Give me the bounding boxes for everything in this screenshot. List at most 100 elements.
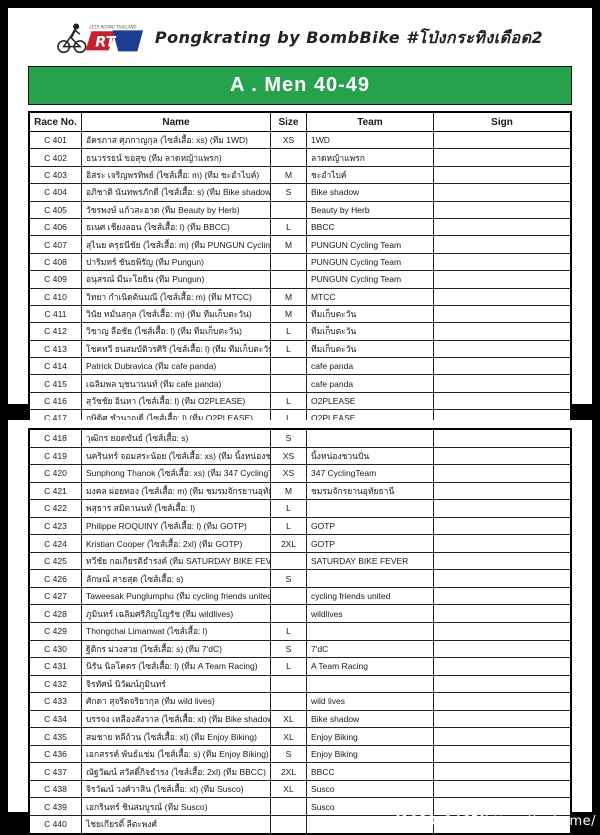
size-cell: S — [271, 430, 307, 447]
document-header: LETS RIDING THAILAND RT Pongkrating by B… — [8, 8, 592, 64]
rider-name-cell: Kristian Cooper (ไซส์เสื้อ: 2xl) (ทีม GO… — [82, 535, 271, 552]
sign-cell — [434, 341, 570, 357]
team-cell: Beauty by Herb — [307, 201, 434, 218]
team-cell: PUNGUN Cycling Team — [307, 271, 434, 288]
race-no-cell: C 437 — [30, 763, 82, 780]
rider-name-cell: มงคล ผ่อยทอง (ไซส์เสื้อ: m) (ทีม ชมรมจัก… — [82, 482, 271, 500]
rider-name-cell: บรรจง เหลืองสังวาล (ไซส์เสื้อ: xl) (ทีม … — [82, 710, 271, 728]
team-cell: Bike shadow — [307, 710, 434, 728]
sign-cell — [434, 149, 570, 165]
table-row: C 426 ลักษณ์ สายสุด (ไซส์เสื้อ: s) S — [30, 570, 570, 588]
size-cell — [271, 552, 307, 570]
race-no-cell: C 424 — [30, 535, 82, 552]
race-no-cell: C 440 — [30, 816, 82, 833]
rider-name-cell: ศักดา สุจริตจริยากุล (ทีม wild lives) — [82, 693, 271, 710]
rider-name-cell: ภูมินทร์ เฉลิมศรีภิญโญรัช (ทีม wildlives… — [82, 605, 271, 623]
race-no-cell: C 434 — [30, 710, 82, 728]
team-cell — [307, 430, 434, 447]
table-row: C 419 นครินทร์ จอมสระน้อย (ไซส์เสื้อ: xs… — [30, 447, 570, 466]
race-no-cell: C 407 — [30, 236, 82, 253]
race-no-cell: C 410 — [30, 288, 82, 305]
size-cell: M — [271, 482, 307, 500]
rider-name-cell: วิชาญ ลือชัย (ไซส์เสื้อ: l) (ทีม ทีมเก็บ… — [82, 323, 271, 340]
sign-cell — [434, 202, 570, 218]
sign-cell — [434, 271, 570, 287]
sign-cell — [434, 605, 570, 622]
team-cell: wild lives — [307, 693, 434, 710]
category-title: A . Men 40-49 — [229, 74, 371, 96]
race-no-cell: C 430 — [30, 640, 82, 658]
team-cell: ทีมเก็บตะวัน — [307, 340, 434, 358]
rider-name-cell: นิรัน นิลโคตร (ไซส์เสื้อ: l) (ทีม A Team… — [82, 658, 271, 675]
table-row: C 440 ไชยเกียรติ์ ลีตะพงศ์ — [30, 816, 570, 833]
table-row: C 410 วิทยา กำเนิดต้นมณี (ไซส์เสื้อ: m) … — [30, 288, 570, 306]
table-row: C 425 ทวีชัย กอเกียรติธำรงค์ (ทีม SATURD… — [30, 552, 570, 571]
size-cell: L — [271, 658, 307, 675]
size-cell — [271, 816, 307, 833]
rider-name-cell: จิรวัฒน์ วงศ์วาสิน (ไซส์เสื้อ: xl) (ทีม … — [82, 780, 271, 798]
team-cell: 1WD — [307, 132, 434, 149]
table-row: C 422 พสุธาร สมิตานนท์ (ไซส์เสื้อ: l) L — [30, 500, 570, 518]
team-cell: cafe panda — [307, 375, 434, 392]
rider-name-cell: Patrick Dubravica (ทีม cafe panda) — [82, 358, 271, 375]
sign-cell — [434, 184, 570, 200]
table-row: C 427 Taweesak Punglumphu (ทีม cycling f… — [30, 587, 570, 606]
size-cell: 2XL — [271, 763, 307, 780]
size-cell: S — [271, 570, 307, 587]
svg-text:RT: RT — [95, 35, 116, 51]
size-cell: XL — [271, 710, 307, 728]
team-cell: BBCC — [307, 763, 434, 780]
team-cell: cafe panda — [307, 358, 434, 375]
team-cell — [307, 675, 434, 693]
rider-name-cell: สมชาย หลีถ้วน (ไซส์เสื้อ: xl) (ทีม Enjoy… — [82, 728, 271, 745]
sign-cell — [434, 430, 570, 447]
size-cell: XL — [271, 728, 307, 745]
size-cell: L — [271, 218, 307, 236]
cyclist-club-logo-icon: LETS RIDING THAILAND RT — [57, 23, 143, 54]
team-cell: นิ้งหน่องชวนปั่น — [307, 447, 434, 465]
table-row: C 420 Sunphong Thanok (ไซส์เสื้อ: xs) (ท… — [30, 465, 570, 483]
race-no-cell: C 417 — [30, 410, 82, 427]
team-cell: Enjoy Biking — [307, 745, 434, 763]
team-cell: O2PLEASE — [307, 410, 434, 427]
table-row: C 421 มงคล ผ่อยทอง (ไซส์เสื้อ: m) (ทีม ช… — [30, 482, 570, 501]
sign-cell — [434, 658, 570, 675]
table-row: C 439 เอกรินทร์ ชินสมบูรณ์ (ทีม Susco) S… — [30, 798, 570, 817]
table-row: C 417 กษิดิศ ชำนาญดี (ไซส์เสื้อ: l) (ทีม… — [30, 410, 570, 427]
size-cell — [271, 375, 307, 392]
rider-name-cell: เอกรินทร์ ชินสมบูรณ์ (ทีม Susco) — [82, 798, 271, 816]
race-no-cell: C 438 — [30, 780, 82, 798]
size-cell: S — [271, 640, 307, 658]
table-row: C 408 ปาริมทร์ ชันธพิรัญ (ทีม Pungun) PU… — [30, 253, 570, 272]
team-cell — [307, 816, 434, 833]
team-cell: ทีมเก็บตะวัน — [307, 305, 434, 323]
race-no-cell: C 427 — [30, 587, 82, 605]
size-cell — [271, 605, 307, 623]
sign-cell — [434, 693, 570, 710]
race-no-cell: C 416 — [30, 392, 82, 410]
col-header-sign: Sign — [491, 116, 513, 128]
team-cell: SATURDAY BIKE FEVER — [307, 552, 434, 570]
sign-cell — [434, 236, 570, 252]
rider-name-cell: Taweesak Punglumphu (ทีม cycling friends… — [82, 587, 271, 605]
team-cell: Susco — [307, 798, 434, 816]
sign-cell — [434, 746, 570, 763]
size-cell: XS — [271, 447, 307, 465]
rider-name-cell: พสุธาร สมิตานนท์ (ไซส์เสื้อ: l) — [82, 500, 271, 517]
page-2: C 418 วุฒิกร ยอดขันธ์ (ไซส์เสื้อ: s) S C… — [8, 420, 592, 835]
size-cell: L — [271, 500, 307, 517]
race-no-cell: C 439 — [30, 798, 82, 816]
size-cell: XL — [271, 780, 307, 798]
size-cell: M — [271, 288, 307, 305]
table-row: C 402 ธนวรรธน์ ขอสุข (ทีม ลาดหญ้าแพรก) ล… — [30, 149, 570, 167]
team-cell: PUNGUN Cycling Team — [307, 253, 434, 271]
table-row: C 405 วัชรพงษ์ แก้วสะอาด (ทีม Beauty by … — [30, 201, 570, 219]
team-cell: GOTP — [307, 535, 434, 552]
rider-name-cell: Philippe ROQUINY (ไซส์เสื้อ: l) (ทีม GOT… — [82, 517, 271, 535]
page-1: LETS RIDING THAILAND RT Pongkrating by B… — [8, 8, 592, 429]
sign-cell — [434, 358, 570, 374]
rider-name-cell: ณัฐวัฒน์ สวัสดิ์กิจธำรง (ไซส์เสื้อ: 2xl)… — [82, 763, 271, 780]
table-row: C 433 ศักดา สุจริตจริยากุล (ทีม wild liv… — [30, 693, 570, 711]
sign-cell — [434, 167, 570, 183]
race-no-cell: C 425 — [30, 552, 82, 570]
